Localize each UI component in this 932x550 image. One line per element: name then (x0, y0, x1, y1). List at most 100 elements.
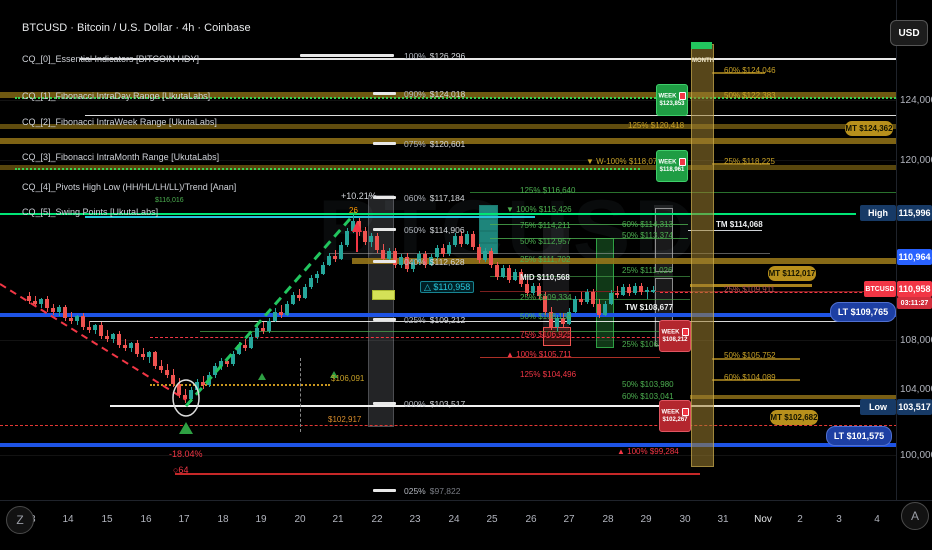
level-line[interactable] (80, 58, 932, 60)
level-line[interactable] (712, 72, 765, 74)
level-line[interactable] (688, 230, 762, 231)
chart-annotation: +10.21% (341, 191, 377, 201)
chart-annotation: TM $114,068 (716, 220, 763, 229)
level-line[interactable] (352, 258, 932, 264)
lt-level-lower-badge[interactable]: LT $101,575 (826, 426, 892, 446)
chart-annotation: ▲ 100% $99,284 (617, 447, 679, 456)
fib-left-label: 025% $97,822 (404, 486, 460, 496)
level-line[interactable] (200, 331, 690, 332)
week-badge[interactable]: WEEK $102,267 (659, 400, 691, 432)
mt-level-mid-badge[interactable]: MT $112,017 (768, 266, 816, 281)
week-badge[interactable]: WEEK $108,212 (659, 320, 691, 352)
level-line[interactable] (480, 357, 660, 358)
level-line[interactable] (110, 405, 870, 407)
indicator-row-5[interactable]: CQ_[5]_Swing Points [UkutaLabs] (22, 207, 159, 217)
level-line[interactable] (0, 443, 932, 447)
candle (429, 257, 433, 265)
level-line[interactable] (0, 165, 932, 170)
level-line[interactable] (712, 358, 800, 360)
level-line[interactable] (490, 238, 688, 239)
fib-week-label: 25% $109,334 (520, 293, 572, 302)
level-line[interactable] (660, 292, 932, 293)
symbol-title[interactable]: BTCUSD · Bitcoin / U.S. Dollar · 4h · Co… (22, 22, 251, 34)
indicator-row-1[interactable]: CQ_[1]_Fibonacci IntraDay Range [UkutaLa… (22, 91, 211, 101)
indicator-row-2[interactable]: CQ_[2]_Fibonacci IntraWeek Range [UkutaL… (22, 117, 217, 127)
level-line[interactable] (175, 473, 700, 475)
week-badge[interactable]: WEEK $118,961 (656, 150, 688, 182)
candle (507, 268, 511, 280)
candle-wick (581, 292, 582, 305)
chart-annotation: ○64 (173, 465, 189, 475)
price-tag-icon (678, 157, 686, 166)
level-line[interactable] (150, 337, 690, 338)
level-line[interactable] (0, 138, 932, 144)
fib-month-label: 50% $105,752 (724, 351, 776, 360)
zone-box[interactable] (479, 205, 498, 219)
candle (435, 248, 439, 257)
last-price-badge[interactable]: 110,958 (897, 281, 932, 297)
level-line[interactable] (0, 313, 905, 317)
level-line[interactable] (0, 92, 932, 98)
fib-left-label: 060% $117,184 (404, 193, 465, 203)
candle (237, 345, 241, 354)
zone-box[interactable] (368, 195, 394, 427)
level-line[interactable] (0, 455, 897, 456)
indicator-row-0[interactable]: CQ_[0]_Essential Indicators [BITCOIN HDY… (22, 54, 200, 64)
level-line[interactable] (690, 284, 812, 287)
level-line[interactable] (712, 379, 800, 381)
zone-box[interactable] (479, 219, 498, 231)
candle (171, 375, 175, 384)
level-line[interactable] (0, 425, 932, 426)
candle (483, 251, 487, 260)
high-badge-label: High (860, 205, 896, 221)
downtrend-line[interactable] (0, 283, 187, 401)
week-badge-value: $118,961 (659, 167, 685, 174)
zone-box[interactable] (655, 208, 673, 272)
level-line[interactable] (0, 213, 856, 215)
fib-week-label: 50% $108,139 (520, 312, 572, 321)
indicator-row-4[interactable]: CQ_[4]_Pivots High Low (HH/HL/LH/LL)/Tre… (22, 182, 237, 192)
fib-value: $109,212 (429, 315, 466, 325)
candle (261, 328, 265, 331)
candle (27, 296, 31, 301)
fib-week-label: 50% $112,957 (520, 237, 572, 246)
level-line[interactable] (330, 253, 770, 254)
level-line[interactable] (0, 340, 897, 341)
level-line[interactable] (90, 321, 870, 322)
level-line[interactable] (15, 97, 932, 99)
fib-left-label: 100% $126,296 (404, 51, 465, 61)
fib-week-label: MID $110,568 (520, 273, 570, 282)
fib-dash (373, 228, 396, 231)
candle (57, 307, 61, 312)
fib-dash (373, 196, 396, 199)
level-line[interactable] (490, 276, 690, 277)
level-line[interactable] (490, 299, 690, 300)
level-line[interactable] (490, 224, 688, 225)
currency-toggle-button[interactable]: USD (890, 20, 928, 46)
fib-left-label: 090% $124,018 (404, 89, 465, 99)
week-badge[interactable]: WEEK $123,853 (656, 84, 688, 116)
logo-badge[interactable]: Z (6, 506, 34, 534)
account-badge[interactable]: A (901, 502, 929, 530)
fib-pct: 050% (404, 225, 426, 235)
time-axis[interactable] (0, 500, 932, 550)
month-range-bar[interactable] (691, 44, 714, 467)
fib-left-label: 025% $109,212 (404, 315, 465, 325)
level-line[interactable] (85, 115, 932, 116)
candle (117, 334, 121, 345)
level-line[interactable] (0, 160, 897, 161)
lt-level-upper-badge[interactable]: LT $109,765 (830, 302, 896, 322)
level-line[interactable] (712, 163, 770, 165)
level-line[interactable] (15, 168, 640, 170)
candle (87, 327, 91, 330)
fib-week-label: ▼ 100% $115,426 (506, 205, 572, 214)
level-line[interactable] (0, 100, 897, 101)
indicator-row-3[interactable]: CQ_[3]_Fibonacci IntraMonth Range [Ukuta… (22, 152, 220, 162)
zone-box[interactable] (479, 231, 498, 243)
level-line[interactable] (690, 395, 932, 399)
mt-level-top-badge[interactable]: MT $124,362 (845, 121, 893, 136)
fib-dash (373, 260, 396, 263)
level-line[interactable] (0, 124, 932, 129)
mt-level-low-badge[interactable]: MT $102,682 (770, 410, 818, 425)
zone-box[interactable] (372, 290, 395, 300)
